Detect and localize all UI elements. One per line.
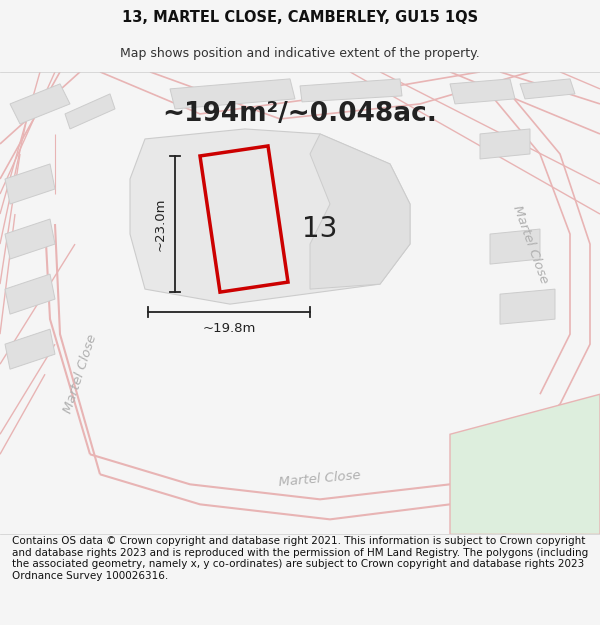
Polygon shape [480, 129, 530, 159]
Polygon shape [520, 79, 575, 99]
Polygon shape [5, 274, 55, 314]
Polygon shape [310, 134, 410, 289]
Polygon shape [130, 129, 410, 304]
Text: Map shows position and indicative extent of the property.: Map shows position and indicative extent… [120, 48, 480, 61]
Polygon shape [10, 84, 70, 124]
Text: Martel Close: Martel Close [510, 203, 550, 285]
Text: ~23.0m: ~23.0m [154, 198, 167, 251]
Polygon shape [5, 329, 55, 369]
Text: ~19.8m: ~19.8m [202, 322, 256, 335]
Polygon shape [300, 79, 402, 102]
Polygon shape [490, 229, 540, 264]
Text: ~194m²/~0.048ac.: ~194m²/~0.048ac. [163, 101, 437, 127]
Polygon shape [450, 79, 515, 104]
Text: 13, MARTEL CLOSE, CAMBERLEY, GU15 1QS: 13, MARTEL CLOSE, CAMBERLEY, GU15 1QS [122, 11, 478, 26]
Text: Martel Close: Martel Close [278, 469, 362, 489]
Polygon shape [450, 394, 600, 534]
Text: Contains OS data © Crown copyright and database right 2021. This information is : Contains OS data © Crown copyright and d… [12, 536, 588, 581]
Text: Martel Close: Martel Close [61, 333, 99, 416]
Polygon shape [500, 289, 555, 324]
Text: 13: 13 [302, 215, 338, 243]
Polygon shape [65, 94, 115, 129]
Polygon shape [5, 219, 55, 259]
Polygon shape [170, 79, 295, 109]
Polygon shape [5, 164, 55, 204]
